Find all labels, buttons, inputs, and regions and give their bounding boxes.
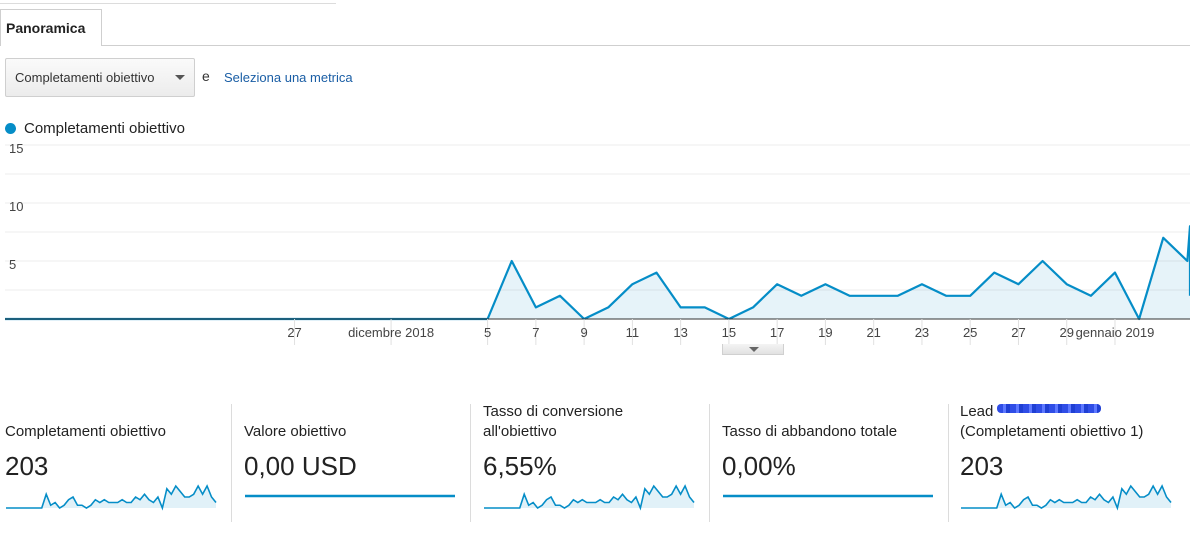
top-divider — [0, 3, 336, 4]
x-tick-label: dicembre 2018 — [348, 325, 434, 340]
chevron-down-icon — [749, 347, 759, 352]
x-axis-ticks: 27 dicembre 2018 5 7 9 11 13 15 17 19 21 23 25 27 29 ge… — [287, 319, 1155, 345]
x-tick-label: 9 — [581, 325, 588, 340]
redacted-text — [997, 404, 1102, 413]
scorecard-label: Lead (Completamenti obiettivo 1) — [960, 403, 1144, 440]
sparkline-area — [961, 486, 1171, 508]
sparkline — [6, 484, 217, 511]
select-metric-link[interactable]: Seleziona una metrica — [224, 70, 353, 85]
scorecard-value: 203 — [5, 451, 49, 481]
sparkline — [723, 494, 933, 498]
metric-select-value: Completamenti obiettivo — [15, 70, 155, 85]
y-tick-label: 15 — [9, 141, 23, 156]
x-tick-label: 17 — [770, 325, 784, 340]
scorecard-goal-value[interactable]: Valore obiettivo 0,00 USD — [244, 400, 470, 522]
scorecard-value: 6,55% — [483, 451, 557, 481]
scorecard-lead[interactable]: Lead (Completamenti obiettivo 1) 203 — [960, 400, 1186, 522]
scorecard-label: Tasso di conversione all'obiettivo — [483, 403, 624, 440]
chart-resize-handle[interactable] — [722, 344, 784, 355]
legend-dot-icon — [5, 123, 16, 134]
x-tick-label: 19 — [818, 325, 832, 340]
scorecard-value: 0,00% — [722, 451, 796, 481]
scorecard-divider — [948, 404, 949, 522]
scorecard-divider — [470, 404, 471, 522]
sparkline — [484, 484, 695, 511]
x-tick-label: 11 — [626, 325, 640, 340]
x-tick-label: 15 — [722, 325, 736, 340]
x-tick-label: 23 — [915, 325, 929, 340]
chart-grid — [5, 144, 1190, 291]
y-axis-ticks: 15 10 5 — [9, 141, 23, 272]
sparkline-line — [961, 484, 1172, 511]
x-tick-label: 27 — [287, 325, 301, 340]
scorecard-divider — [231, 404, 232, 522]
chart-legend[interactable]: Completamenti obiettivo — [5, 120, 185, 137]
sparkline-area — [6, 486, 216, 508]
line-chart[interactable]: 15 10 5 27 dicembre 2018 5 7 9 11 13 15 17 19 21 23 25… — [0, 140, 1190, 346]
x-tick-label: 21 — [866, 325, 880, 340]
y-tick-label: 10 — [9, 199, 23, 214]
scorecard-divider — [709, 404, 710, 522]
scorecard-conversion-rate[interactable]: Tasso di conversione all'obiettivo 6,55% — [483, 400, 709, 522]
scorecard-goal-completions[interactable]: Completamenti obiettivo 203 — [5, 400, 231, 522]
x-tick-label: gennaio 2019 — [1076, 325, 1155, 340]
metric-conjunction: e — [202, 68, 210, 84]
scorecard-label: Valore obiettivo — [244, 423, 347, 440]
tab-divider — [0, 45, 1190, 46]
sparkline-area — [484, 486, 694, 508]
x-tick-label: 27 — [1011, 325, 1025, 340]
y-tick-label: 5 — [9, 257, 16, 272]
x-tick-label: 25 — [963, 325, 977, 340]
scorecard-label: Completamenti obiettivo — [5, 423, 166, 440]
x-tick-label: 5 — [484, 325, 491, 340]
metric-select[interactable]: Completamenti obiettivo — [5, 58, 195, 97]
x-tick-label: 29 — [1059, 325, 1073, 340]
scorecard-abandonment-rate[interactable]: Tasso di abbandono totale 0,00% — [722, 400, 948, 522]
scorecard-value: 203 — [960, 451, 1004, 481]
caret-down-icon — [175, 75, 185, 80]
sparkline — [245, 494, 455, 498]
x-tick-label: 13 — [673, 325, 687, 340]
tab-panoramica[interactable]: Panoramica — [0, 9, 102, 46]
series-area — [5, 226, 1190, 319]
scorecard-label: Tasso di abbandono totale — [722, 423, 898, 440]
legend-label: Completamenti obiettivo — [24, 120, 185, 137]
x-tick-label: 7 — [532, 325, 539, 340]
scorecard-value: 0,00 USD — [244, 451, 357, 481]
sparkline — [961, 484, 1172, 511]
sparkline-line — [484, 484, 695, 511]
sparkline-line — [6, 484, 217, 511]
